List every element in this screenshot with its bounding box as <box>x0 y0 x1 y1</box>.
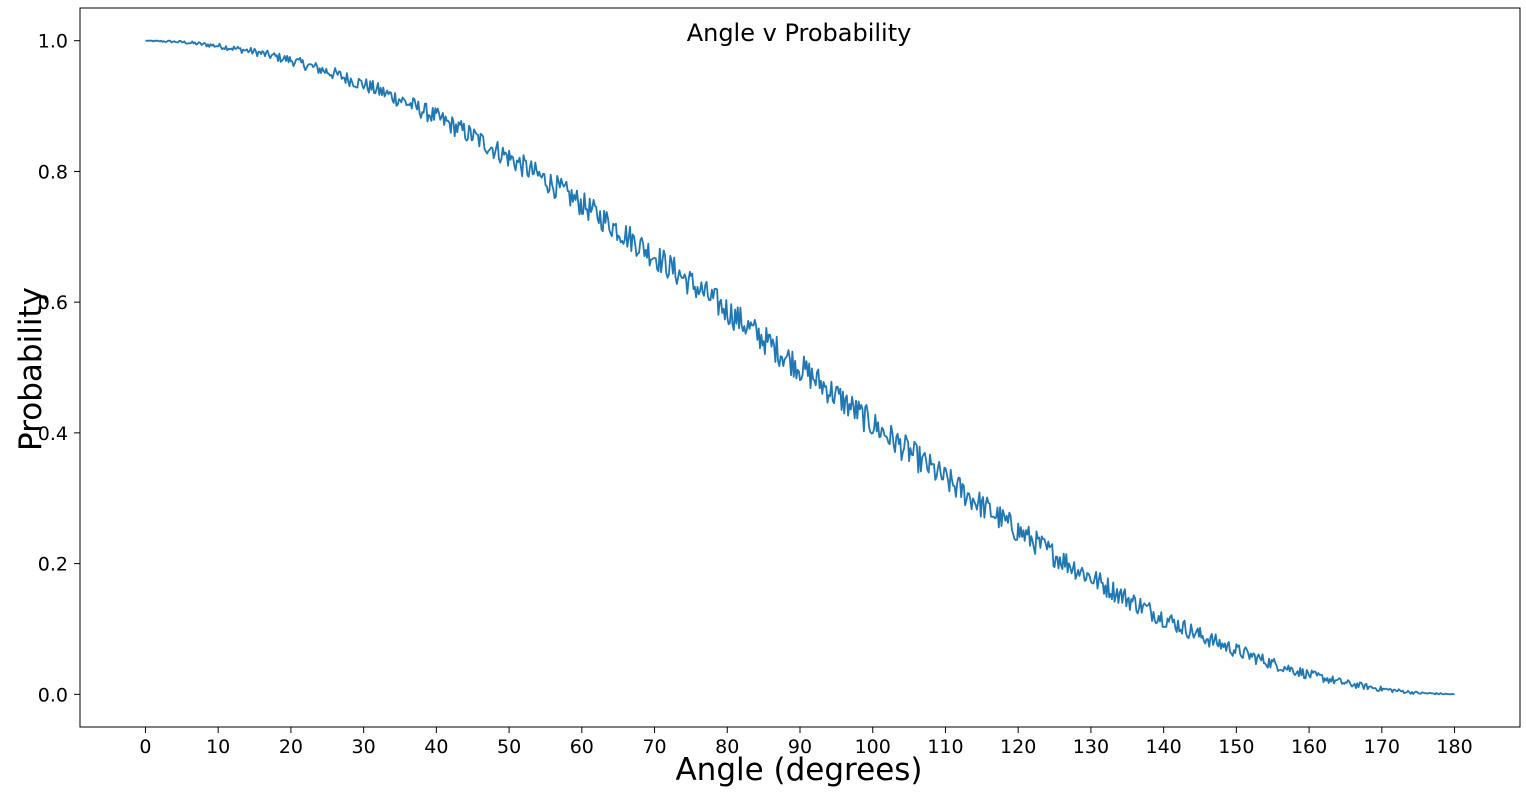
chart-title: Angle v Probability <box>687 19 912 47</box>
y-tick-label: 0.2 <box>38 554 68 576</box>
y-axis-label: Probability <box>13 287 49 451</box>
x-tick-label: 0 <box>139 736 151 758</box>
x-tick-label: 30 <box>352 736 376 758</box>
y-tick-label: 0.6 <box>38 292 68 314</box>
x-axis-label: Angle (degrees) <box>675 752 922 788</box>
y-tick-label: 1.0 <box>38 31 68 53</box>
y-tick-label: 0.4 <box>38 423 68 445</box>
y-tick-label: 0.8 <box>38 161 68 183</box>
plot-frame <box>79 7 1521 728</box>
x-axis-ticks: 0 10 20 30 40 50 60 70 80 90 100 110 120 130 140 150 160… <box>139 727 1473 758</box>
x-tick-label: 10 <box>206 736 230 758</box>
x-tick-label: 50 <box>497 736 521 758</box>
series-line <box>145 39 1455 696</box>
x-tick-label: 80 <box>715 736 739 758</box>
y-tick-label: 0.0 <box>38 684 68 706</box>
x-tick-label: 180 <box>1436 736 1472 758</box>
x-tick-label: 160 <box>1291 736 1327 758</box>
x-tick-label: 150 <box>1218 736 1254 758</box>
x-tick-label: 130 <box>1073 736 1109 758</box>
y-axis-ticks: 0.0 0.2 0.4 0.6 0.8 1.0 <box>38 31 80 706</box>
x-tick-label: 70 <box>642 736 666 758</box>
x-tick-label: 60 <box>570 736 594 758</box>
x-tick-label: 170 <box>1364 736 1400 758</box>
x-tick-label: 120 <box>1000 736 1036 758</box>
x-tick-label: 20 <box>279 736 303 758</box>
x-tick-label: 40 <box>424 736 448 758</box>
x-tick-label: 110 <box>927 736 963 758</box>
x-tick-label: 140 <box>1146 736 1182 758</box>
x-tick-label: 90 <box>788 736 812 758</box>
x-tick-label: 100 <box>855 736 891 758</box>
